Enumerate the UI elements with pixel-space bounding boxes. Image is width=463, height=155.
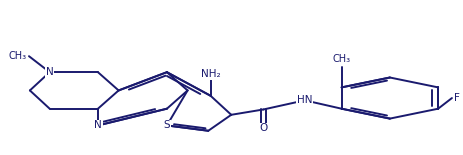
Text: HN: HN	[297, 95, 313, 105]
Text: N: N	[46, 67, 54, 77]
Text: N: N	[94, 120, 102, 131]
Text: CH₃: CH₃	[8, 51, 27, 61]
Text: NH₂: NH₂	[201, 69, 220, 80]
Text: S: S	[163, 120, 170, 131]
Text: F: F	[454, 93, 460, 103]
Text: CH₃: CH₃	[332, 54, 350, 64]
Text: O: O	[259, 124, 268, 133]
